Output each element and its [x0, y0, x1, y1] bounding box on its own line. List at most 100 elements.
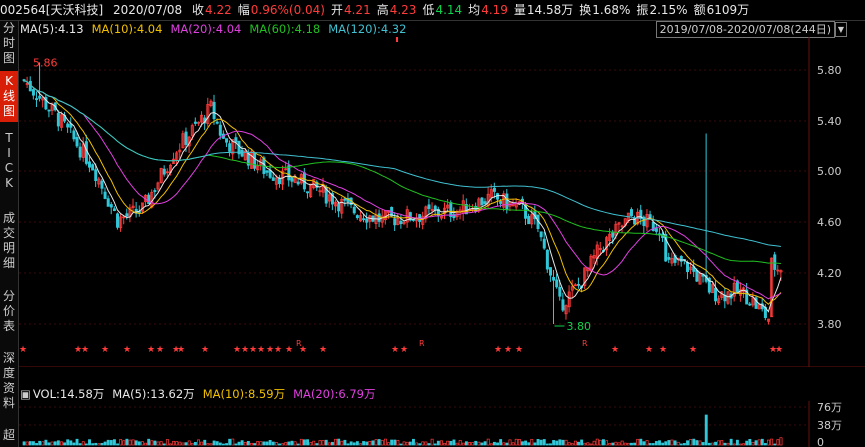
volume-bar [723, 442, 727, 446]
candle-body [614, 223, 618, 236]
volume-bar [461, 442, 465, 446]
volume-bar [377, 439, 381, 446]
candle-body [726, 291, 730, 304]
candle-body [567, 291, 571, 308]
volume-bar [287, 441, 291, 446]
volume-bar [751, 441, 755, 446]
candle-body [253, 152, 257, 169]
volume-bar [443, 442, 447, 446]
volume-bar [246, 441, 250, 446]
candle-body [94, 169, 98, 181]
quote-fields: 收4.22 幅0.96%(0.04) 开4.21 高4.23 低4.14 均4.19 量14… [192, 3, 755, 17]
volume-bar [430, 438, 434, 446]
volume-bar [44, 439, 48, 446]
candle-body [651, 221, 655, 231]
volume-bar [28, 441, 32, 446]
event-star-icon: ★ [81, 345, 89, 355]
volume-bar [583, 442, 587, 446]
volume-bar [393, 439, 397, 446]
date-range-dropdown-button[interactable]: ▼ [835, 22, 847, 37]
volume-bar [290, 440, 294, 446]
sidebar-tab[interactable]: 分价表 [2, 289, 15, 333]
quote-field-label: 均 [468, 3, 481, 17]
candle-body [278, 177, 282, 185]
volume-bar [483, 441, 487, 446]
volume-bar [477, 441, 481, 446]
kline-chart[interactable]: 5.805.405.004.604.203.8019.0719.0819.091… [19, 37, 865, 367]
candle-body [735, 280, 739, 293]
volume-bar [645, 440, 649, 446]
volume-bar [717, 440, 721, 446]
candle-body [193, 121, 197, 124]
quote-field-value: 4.21 [343, 3, 371, 17]
event-star-icon: ★ [123, 345, 131, 355]
candle-body [598, 248, 602, 250]
candle-body [480, 197, 484, 206]
candle-body [592, 255, 596, 259]
low-price-annotation: 3.80 [567, 320, 592, 333]
volume-bar [732, 443, 736, 446]
candle-body [754, 297, 758, 309]
volume-bar [66, 439, 70, 446]
volume-chart[interactable]: 76万 38万 0 [19, 401, 865, 447]
volume-bar [112, 439, 116, 446]
volume-bar [315, 443, 319, 446]
volume-bar [754, 440, 758, 446]
volume-bar [306, 439, 309, 446]
volume-bar [558, 439, 562, 446]
volume-bar [253, 443, 257, 446]
ma-legend-item: MA(60):4.18 [249, 22, 321, 36]
candle-body [608, 233, 612, 242]
volume-bar [268, 440, 272, 446]
volume-bar [399, 443, 403, 446]
quote-date: 2020/07/08 [113, 3, 183, 17]
sidebar-tab[interactable]: 分时图 [2, 21, 15, 65]
volume-bar [611, 442, 615, 446]
volume-bar [331, 441, 334, 446]
volume-bar [274, 442, 278, 446]
candle-body [514, 203, 518, 208]
volume-bar [190, 442, 194, 446]
candle-body [605, 237, 609, 251]
volume-bar [119, 439, 123, 446]
volume-bar [206, 443, 210, 446]
candle-body [689, 266, 693, 271]
volume-bar [402, 441, 406, 446]
date-range-label[interactable]: 2019/07/08-2020/07/08(244日) [655, 21, 835, 38]
volume-bar [91, 443, 95, 446]
candle-body [165, 171, 169, 174]
volume-bar [374, 439, 378, 446]
candle-body [577, 283, 581, 286]
candle-body [552, 276, 556, 281]
volume-bar [586, 442, 590, 446]
price-axis-label: 5.80 [817, 64, 842, 77]
quote-field-value: 14.58万 [526, 3, 574, 17]
sidebar-tab[interactable]: 深度资料 [2, 351, 15, 410]
volume-bar [630, 442, 633, 446]
candle-body [773, 254, 777, 270]
volume-bar [327, 442, 331, 446]
volume-toggle-icon[interactable]: ▣ [20, 387, 31, 401]
cursor-marker [396, 37, 398, 42]
candle-body [573, 284, 577, 287]
volume-bar [489, 443, 493, 446]
volume-bar [642, 441, 646, 446]
volume-bar [745, 440, 749, 446]
candle-body [446, 204, 450, 209]
volume-axis-label: 38万 [817, 419, 842, 432]
volume-bar [256, 441, 260, 446]
volume-bar [701, 442, 705, 446]
volume-bar [626, 442, 630, 446]
candle-body [41, 97, 45, 101]
volume-bar [184, 442, 188, 446]
volume-bar [536, 439, 540, 446]
sidebar-tab[interactable]: 超 [2, 428, 15, 442]
candle-body [284, 168, 288, 171]
volume-bar [137, 441, 141, 446]
volume-bar [757, 439, 761, 446]
volume-bar [349, 441, 353, 446]
sidebar-tab[interactable]: 成交明细 [2, 211, 15, 270]
volume-bar [212, 440, 216, 446]
